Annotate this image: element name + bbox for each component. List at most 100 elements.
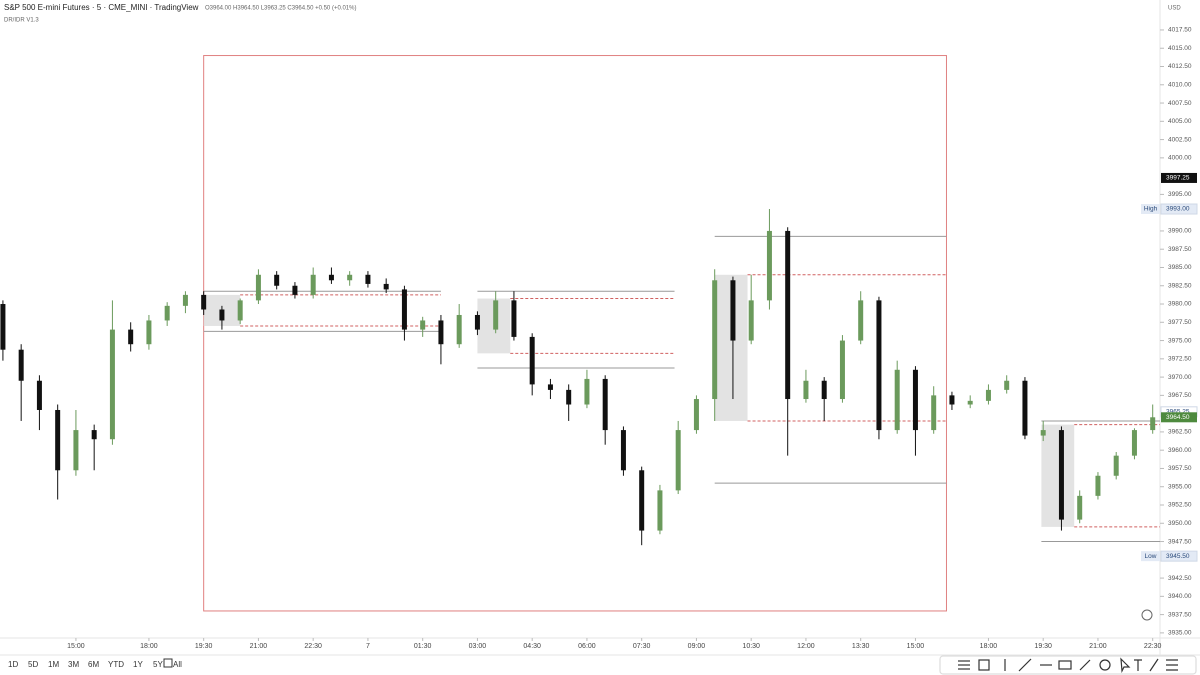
x-tick-label: 22:30 [1144,643,1162,650]
tool-icon[interactable] [1079,659,1091,671]
candle-body [292,285,298,295]
price-marker-label: 3945.50 [1166,553,1190,560]
candle-body [620,430,626,471]
y-tick-label: 3952.50 [1168,502,1192,509]
tool-icon[interactable] [1134,659,1142,671]
candle-body [566,389,572,405]
timeframe-bar: 1D 5D 1M 3M 6M YTD 1Y 5Y All [8,660,182,669]
y-tick-label: 4017.50 [1168,27,1192,34]
timeframe-button[interactable]: 5Y [153,660,163,669]
y-tick-label: 3935.00 [1168,630,1192,637]
indicator-name: DR/IDR V1.3 [4,18,39,24]
timeframe-button[interactable]: 1D [8,660,18,669]
candle-body [328,274,334,281]
plot [0,55,1160,612]
x-tick-label: 10:30 [742,643,760,650]
timeframe-button[interactable]: All [173,660,182,669]
symbol-title: S&P 500 E-mini Futures · 5 · CME_MINI · … [4,3,199,12]
candle-body [474,314,480,330]
candle-body [511,300,517,337]
y-tick-label: 4007.50 [1168,100,1192,107]
x-tick-label: 21:00 [250,643,268,650]
y-tick-label: 4012.50 [1168,63,1192,70]
drawing-toolbar [939,655,1197,675]
y-tick-label: 3995.00 [1168,191,1192,198]
candle-body [675,430,681,491]
candle-body [128,329,134,345]
candle-body [1077,495,1083,520]
y-tick-label: 3980.00 [1168,301,1192,308]
tool-icon[interactable] [1120,657,1131,674]
candle-body [36,380,42,410]
price-marker [1160,203,1198,215]
candle-body [219,309,225,321]
tool-icon[interactable] [978,659,990,671]
candle-body [785,230,791,400]
x-tick-label: 21:00 [1089,643,1107,650]
toolbar-frame [939,655,1197,675]
y-tick-label: 3987.50 [1168,246,1192,253]
candle-body [931,395,937,431]
timeframe-button[interactable]: 5D [28,660,38,669]
y-tick-label: 3977.50 [1168,319,1192,326]
tool-icon[interactable] [1149,658,1159,672]
candle-body [712,280,718,400]
y-tick-label: 3975.00 [1168,337,1192,344]
candle-body [584,378,590,405]
price-marker-label: 3993.00 [1166,206,1190,213]
candle-body [1131,430,1137,456]
candle-body [693,399,699,431]
y-tick-label: 4000.00 [1168,155,1192,162]
candle-body [876,300,882,431]
y-tick-label: 3990.00 [1168,228,1192,235]
settings-button[interactable] [1141,609,1153,621]
price-marker-label: 3997.25 [1166,175,1190,182]
candle-body [274,274,280,286]
timeframe-button[interactable]: 1Y [133,660,143,669]
tool-icon[interactable] [1018,658,1032,672]
candle-body [602,378,608,431]
candle-body [383,283,389,290]
x-tick-label: 19:30 [195,643,213,650]
date-range-button[interactable] [163,658,173,668]
candle-body [967,400,973,405]
x-tick-label: 09:00 [688,643,706,650]
candle-body [1022,380,1028,436]
x-tick-label: 01:30 [414,643,432,650]
x-tick-label: 22:30 [304,643,322,650]
candle-body [547,384,553,390]
candle-body [1058,430,1064,520]
x-tick-label: 07:30 [633,643,651,650]
candle-body [730,280,736,341]
candle-body [164,305,170,321]
candle-body [985,389,991,401]
timeframe-button[interactable]: 1M [48,660,59,669]
y-tick-label: 4005.00 [1168,118,1192,125]
candle-body [1040,430,1046,436]
candle-body [1004,380,1010,390]
candle-body [0,304,6,350]
x-tick-label: 06:00 [578,643,596,650]
candle-body [73,430,79,471]
candle-body [109,329,115,440]
candle-body [748,300,754,341]
tool-icon[interactable] [1058,660,1072,670]
timeframe-button[interactable]: 6M [88,660,99,669]
x-tick-label: 7 [366,643,370,650]
tool-icon[interactable] [1099,659,1111,671]
price-marker-tag-label: Low [1145,553,1157,560]
y-tick-label: 3962.50 [1168,429,1192,436]
candle-body [401,289,407,330]
ohlc-readout: O3964.00 H3964.50 L3963.25 C3964.50 +0.5… [205,6,356,12]
x-tick-label: 04:30 [523,643,541,650]
timeframe-button[interactable]: YTD [108,660,124,669]
timeframe-button[interactable]: 3M [68,660,79,669]
x-tick-label: 12:00 [797,643,815,650]
candle-body [912,369,918,431]
tool-icon[interactable] [1166,659,1178,671]
candle-body [237,300,243,321]
candle-body [1113,455,1119,476]
candle-body [146,320,152,345]
candle-body [1150,417,1156,431]
